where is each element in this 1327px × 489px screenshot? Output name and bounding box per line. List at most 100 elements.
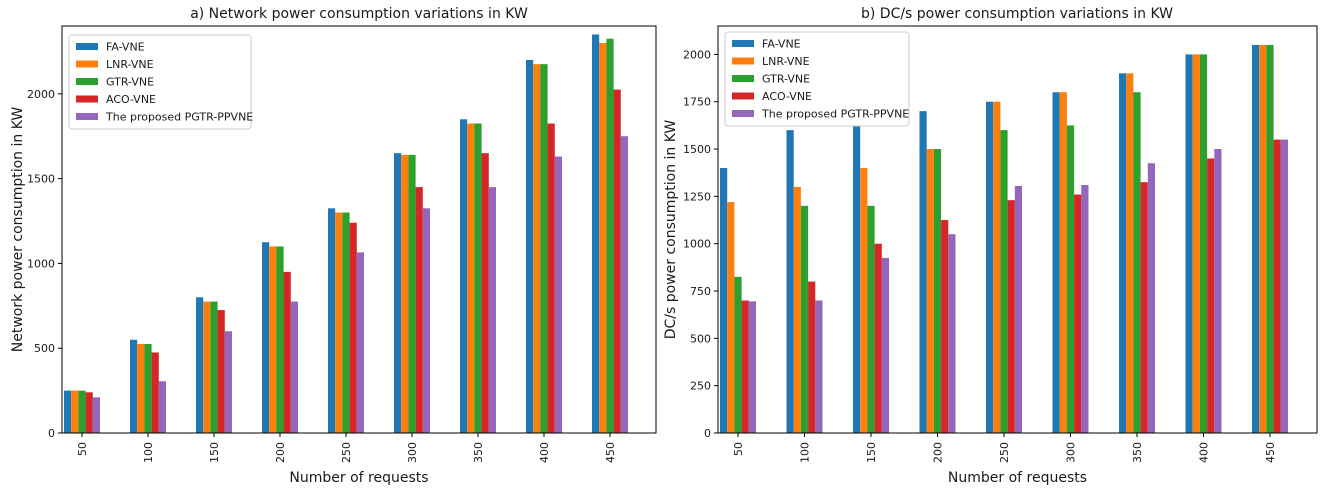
legend-label: FA-VNE — [106, 41, 145, 54]
bar-aco-vne-50 — [85, 392, 93, 433]
bar-the-proposed-pgtr-ppvne-400 — [1214, 149, 1222, 434]
y-axis-label: Network power consumption in KW — [10, 107, 26, 353]
legend-label: LNR-VNE — [106, 58, 154, 71]
bar-fa-vne-450 — [1252, 44, 1260, 434]
legend-label: The proposed PGTR-PPVNE — [761, 108, 909, 121]
chart-title: b) DC/s power consumption variations in … — [861, 6, 1173, 22]
bar-aco-vne-150 — [217, 310, 225, 433]
bar-lnr-vne-100 — [793, 186, 801, 433]
bar-aco-vne-400 — [1207, 158, 1215, 433]
bar-lnr-vne-100 — [137, 343, 145, 433]
bar-aco-vne-300 — [415, 187, 423, 433]
bar-lnr-vne-250 — [993, 101, 1001, 433]
x-tick-label: 150 — [865, 442, 878, 463]
bar-fa-vne-100 — [786, 130, 794, 433]
bar-lnr-vne-200 — [926, 149, 934, 434]
legend-label: FA-VNE — [762, 38, 801, 51]
bar-gtr-vne-100 — [144, 343, 152, 433]
y-tick-label: 0 — [48, 427, 55, 440]
legend-label: ACO-VNE — [106, 93, 156, 106]
bar-fa-vne-100 — [130, 339, 138, 433]
legend-label: The proposed PGTR-PPVNE — [105, 111, 253, 124]
bar-aco-vne-350 — [481, 153, 489, 433]
x-tick-label: 400 — [538, 442, 551, 463]
bar-the-proposed-pgtr-ppvne-450 — [620, 136, 628, 434]
legend-swatch — [732, 40, 754, 47]
y-tick-label: 1500 — [27, 173, 55, 186]
legend-swatch — [732, 75, 754, 82]
bar-the-proposed-pgtr-ppvne-400 — [554, 156, 562, 433]
legend-swatch — [732, 110, 754, 117]
bar-aco-vne-200 — [941, 220, 949, 433]
x-tick-label: 350 — [1131, 442, 1144, 463]
bar-the-proposed-pgtr-ppvne-50 — [748, 301, 756, 433]
bar-fa-vne-150 — [853, 120, 861, 434]
bar-lnr-vne-150 — [203, 301, 211, 433]
chart-a: a) Network power consumption variations … — [10, 6, 657, 486]
bar-lnr-vne-350 — [467, 123, 475, 433]
bar-lnr-vne-300 — [1059, 92, 1067, 433]
bar-fa-vne-300 — [1052, 92, 1060, 433]
bar-fa-vne-50 — [64, 390, 72, 433]
bar-aco-vne-50 — [741, 300, 749, 433]
bar-fa-vne-200 — [262, 242, 270, 433]
x-axis-label: Number of requests — [948, 470, 1087, 486]
y-tick-label: 1000 — [27, 257, 55, 270]
bar-lnr-vne-150 — [860, 167, 868, 434]
bar-gtr-vne-150 — [867, 205, 875, 433]
y-tick-label: 1250 — [683, 190, 711, 203]
bar-fa-vne-450 — [592, 34, 600, 433]
y-tick-label: 1750 — [683, 96, 711, 109]
bar-aco-vne-400 — [547, 123, 555, 433]
bar-fa-vne-150 — [196, 297, 204, 433]
bar-gtr-vne-400 — [1199, 54, 1208, 434]
bar-lnr-vne-50 — [71, 390, 79, 433]
bar-gtr-vne-450 — [606, 38, 614, 433]
bar-aco-vne-300 — [1074, 194, 1082, 433]
bar-the-proposed-pgtr-ppvne-450 — [1280, 139, 1288, 433]
y-tick-label: 500 — [690, 332, 711, 345]
bar-aco-vne-100 — [151, 352, 159, 433]
bar-fa-vne-350 — [1119, 73, 1127, 433]
bar-aco-vne-200 — [283, 271, 291, 433]
bar-the-proposed-pgtr-ppvne-150 — [224, 331, 232, 433]
bar-aco-vne-150 — [874, 243, 882, 433]
legend-swatch — [732, 92, 754, 100]
bar-gtr-vne-250 — [342, 212, 350, 433]
x-tick-label: 250 — [340, 442, 353, 463]
plot-frame — [61, 25, 657, 434]
bar-the-proposed-pgtr-ppvne-350 — [488, 187, 496, 433]
x-tick-label: 200 — [931, 442, 944, 463]
x-tick-label: 100 — [142, 442, 155, 463]
x-tick-label: 450 — [1264, 442, 1277, 463]
bar-gtr-vne-200 — [276, 246, 284, 433]
bar-gtr-vne-200 — [933, 149, 942, 434]
legend-swatch — [76, 78, 98, 85]
bar-gtr-vne-250 — [1000, 130, 1008, 433]
bar-gtr-vne-450 — [1266, 44, 1274, 434]
y-tick-label: 750 — [690, 285, 711, 298]
bar-lnr-vne-250 — [335, 212, 343, 433]
bar-fa-vne-400 — [526, 59, 534, 434]
bar-aco-vne-250 — [1007, 200, 1015, 433]
bar-aco-vne-350 — [1140, 182, 1148, 433]
bar-aco-vne-450 — [613, 89, 621, 433]
chart-title: a) Network power consumption variations … — [190, 6, 528, 22]
bar-aco-vne-250 — [349, 222, 357, 433]
bar-the-proposed-pgtr-ppvne-300 — [422, 208, 430, 433]
bar-the-proposed-pgtr-ppvne-50 — [92, 397, 100, 433]
legend: FA-VNE LNR-VNE GTR-VNE ACO-VNE The proposed … — [68, 34, 253, 130]
legend-label: GTR-VNE — [762, 73, 810, 86]
bar-gtr-vne-300 — [1066, 125, 1075, 433]
bar-lnr-vne-350 — [1126, 73, 1134, 433]
bar-lnr-vne-200 — [269, 246, 277, 433]
y-tick-label: 1500 — [683, 143, 711, 156]
bar-fa-vne-250 — [986, 101, 994, 433]
bar-fa-vne-250 — [328, 208, 336, 433]
x-axis-label: Number of requests — [289, 470, 428, 486]
bar-lnr-vne-450 — [599, 42, 607, 434]
bar-the-proposed-pgtr-ppvne-100 — [158, 381, 166, 433]
bar-the-proposed-pgtr-ppvne-200 — [948, 234, 956, 433]
y-tick-label: 2000 — [27, 88, 55, 101]
